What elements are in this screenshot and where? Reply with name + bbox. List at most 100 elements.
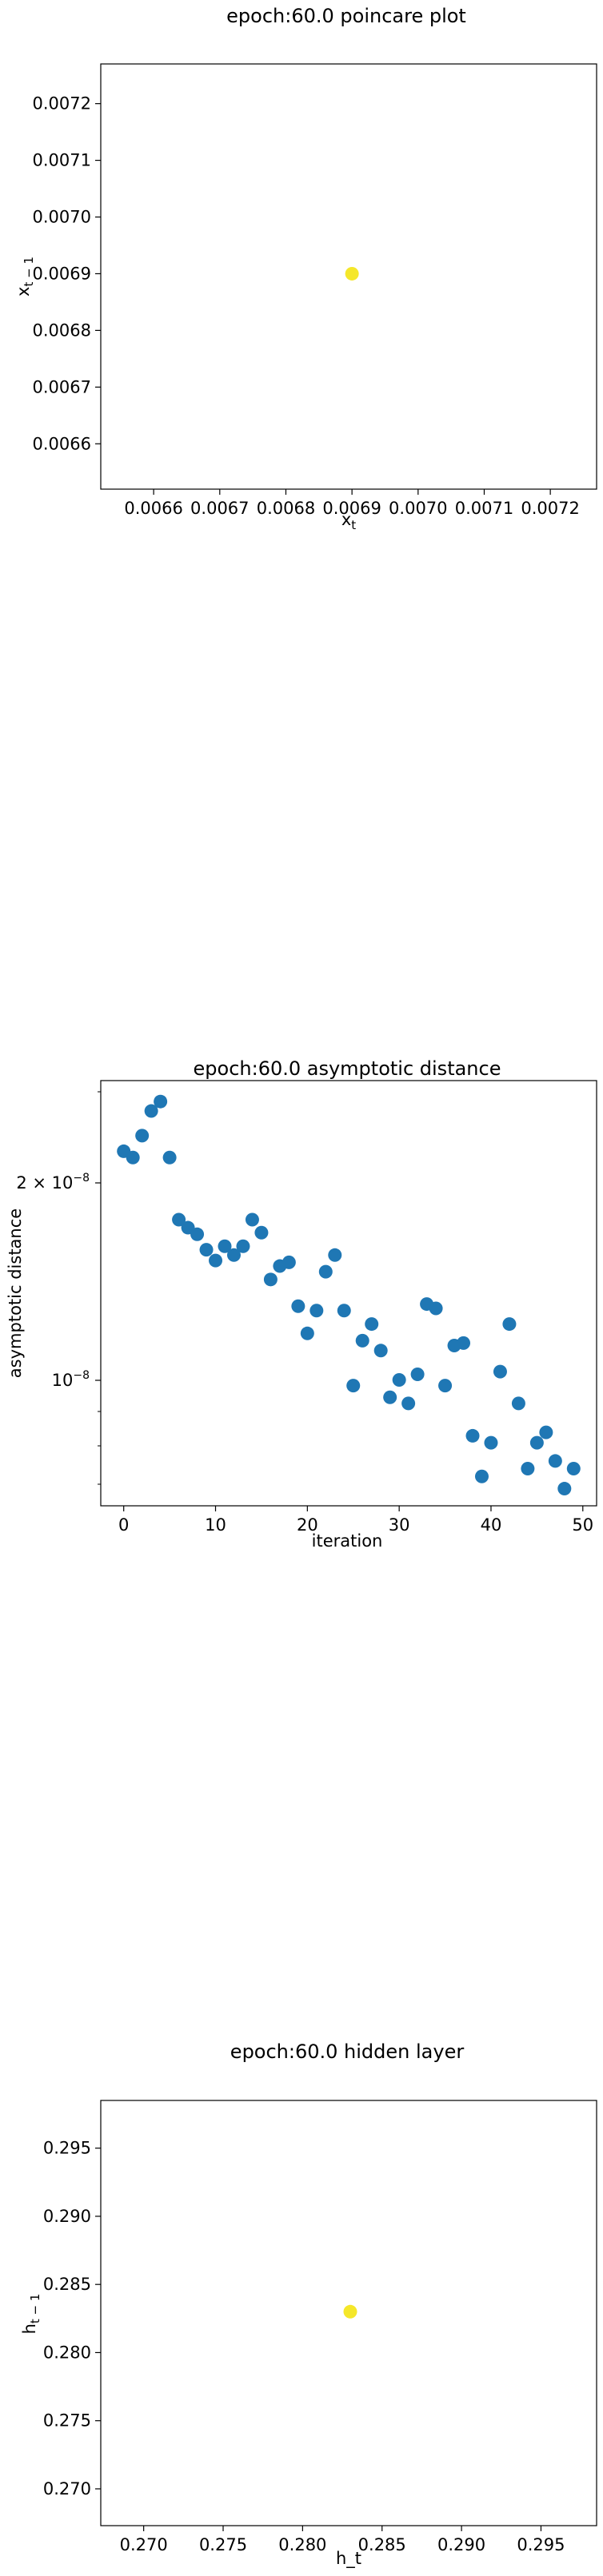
poincare-y-tick-label: 0.0071 bbox=[33, 151, 91, 170]
poincare-x-tick-label: 0.0070 bbox=[389, 499, 447, 518]
asymptotic-data-point bbox=[365, 1317, 379, 1332]
asymptotic-data-point bbox=[457, 1336, 471, 1350]
poincare-x-tick-label: 0.0072 bbox=[521, 499, 579, 518]
poincare-y-axis-label: xt − 1 bbox=[14, 257, 36, 297]
asymptotic-points bbox=[117, 1094, 581, 1496]
poincare-x-subscript: t bbox=[351, 518, 356, 532]
asymptotic-data-point bbox=[566, 1461, 581, 1475]
asymptotic-data-point bbox=[144, 1104, 158, 1118]
poincare-y-subscript: t − 1 bbox=[22, 257, 36, 287]
poincare-y-tick-label: 0.0070 bbox=[33, 208, 91, 227]
asymptotic-x-tick-label: 30 bbox=[389, 1515, 410, 1535]
hidden-y-tick-label: 0.285 bbox=[43, 2275, 91, 2294]
asymptotic-distance-frame bbox=[100, 1080, 597, 1507]
asymptotic-data-point bbox=[337, 1304, 351, 1318]
asymptotic-data-point bbox=[401, 1396, 416, 1411]
asymptotic-data-point bbox=[226, 1248, 241, 1262]
asymptotic-data-point bbox=[429, 1301, 443, 1316]
asymptotic-data-point bbox=[392, 1373, 406, 1388]
asymptotic-data-point bbox=[493, 1364, 507, 1379]
poincare-points bbox=[345, 266, 359, 281]
asymptotic-data-point bbox=[539, 1425, 553, 1439]
hidden-y-tick-label: 0.280 bbox=[43, 2343, 91, 2362]
asymptotic-data-point bbox=[328, 1248, 342, 1262]
asymptotic-data-point bbox=[263, 1272, 278, 1287]
poincare-x-tick-label: 0.0071 bbox=[455, 499, 513, 518]
asymptotic-y-ticks: 2 × 10−8 10−8 bbox=[16, 1091, 101, 1485]
asymptotic-x-tick-label: 20 bbox=[297, 1515, 318, 1535]
poincare-data-point bbox=[345, 266, 359, 281]
asymptotic-distance-chart: epoch:60.0 asymptotic distance 0 10 20 30 40… bbox=[6, 1057, 597, 1551]
asymptotic-data-point bbox=[383, 1390, 397, 1404]
asymptotic-data-point bbox=[548, 1454, 562, 1468]
asymptotic-data-point bbox=[355, 1333, 369, 1348]
poincare-y-tick-label: 0.0072 bbox=[33, 94, 91, 113]
poincare-y-tick-label: 0.0067 bbox=[33, 377, 91, 396]
poincare-plot-chart: epoch:60.0 poincare plot 0.0066 0.0067 0.0… bbox=[14, 5, 597, 532]
hidden-x-axis-label: h_t bbox=[336, 2549, 361, 2569]
asymptotic-data-point bbox=[465, 1428, 480, 1443]
poincare-x-tick-label: 0.0067 bbox=[190, 499, 249, 518]
asymptotic-x-tick-label: 0 bbox=[118, 1515, 129, 1535]
hidden-layer-title: epoch:60.0 hidden layer bbox=[230, 2040, 465, 2063]
poincare-plot-title: epoch:60.0 poincare plot bbox=[226, 5, 466, 27]
asymptotic-data-point bbox=[373, 1344, 388, 1358]
asymptotic-distance-title: epoch:60.0 asymptotic distance bbox=[194, 1057, 501, 1080]
poincare-plot-frame bbox=[100, 63, 597, 490]
asymptotic-data-point bbox=[254, 1225, 269, 1240]
asymptotic-data-point bbox=[309, 1304, 324, 1318]
hidden-y-subscript: t − 1 bbox=[28, 2294, 42, 2324]
poincare-x-tick-label: 0.0066 bbox=[124, 499, 182, 518]
hidden-x-tick-label: 0.285 bbox=[358, 2535, 406, 2554]
asymptotic-data-point bbox=[236, 1239, 250, 1253]
asymptotic-data-point bbox=[557, 1482, 572, 1496]
y-tick-2e-8-exponent: −8 bbox=[73, 1172, 90, 1184]
asymptotic-data-point bbox=[162, 1150, 177, 1165]
asymptotic-x-tick-label: 10 bbox=[205, 1515, 226, 1535]
poincare-y-ticks: 0.0066 0.0067 0.0068 0.0069 0.0070 0.0071 0.00… bbox=[33, 94, 101, 453]
asymptotic-data-point bbox=[218, 1239, 232, 1253]
hidden-y-tick-label: 0.270 bbox=[43, 2479, 91, 2498]
poincare-x-ticks: 0.0066 0.0067 0.0068 0.0069 0.0070 0.0071 0.00… bbox=[124, 489, 580, 518]
y-tick-label-1e-8: 10−8 bbox=[52, 1369, 90, 1390]
asymptotic-data-point bbox=[245, 1212, 259, 1227]
asymptotic-data-point bbox=[135, 1129, 150, 1143]
asymptotic-y-axis-label: asymptotic distance bbox=[6, 1208, 25, 1378]
y-tick-label-2e-8: 2 × 10−8 bbox=[16, 1172, 90, 1192]
poincare-y-tick-label: 0.0068 bbox=[33, 321, 91, 340]
hidden-y-tick-label: 0.275 bbox=[43, 2411, 91, 2431]
asymptotic-data-point bbox=[474, 1469, 489, 1483]
poincare-x-tick-label: 0.0068 bbox=[257, 499, 315, 518]
asymptotic-x-ticks: 0 10 20 30 40 50 bbox=[118, 1506, 593, 1535]
asymptotic-data-point bbox=[209, 1253, 223, 1268]
hidden-x-tick-label: 0.275 bbox=[199, 2535, 247, 2554]
asymptotic-data-point bbox=[521, 1461, 535, 1475]
asymptotic-x-axis-label: iteration bbox=[312, 1531, 383, 1551]
hidden-x-tick-label: 0.280 bbox=[278, 2535, 326, 2554]
asymptotic-data-point bbox=[529, 1435, 544, 1450]
hidden-y-tick-label: 0.295 bbox=[43, 2139, 91, 2158]
hidden-points bbox=[343, 2304, 357, 2319]
asymptotic-data-point bbox=[511, 1396, 525, 1411]
hidden-x-tick-label: 0.290 bbox=[437, 2535, 485, 2554]
asymptotic-data-point bbox=[190, 1227, 205, 1241]
y-tick-1e-8-exponent: −8 bbox=[73, 1369, 90, 1382]
hidden-layer-frame bbox=[100, 2100, 597, 2526]
poincare-y-tick-label: 0.0066 bbox=[33, 434, 91, 453]
asymptotic-data-point bbox=[410, 1368, 425, 1382]
poincare-x-tick-label: 0.0069 bbox=[322, 499, 381, 518]
hidden-x-tick-label: 0.295 bbox=[517, 2535, 565, 2554]
asymptotic-data-point bbox=[438, 1379, 453, 1393]
asymptotic-data-point bbox=[484, 1435, 498, 1450]
asymptotic-data-point bbox=[300, 1326, 314, 1340]
asymptotic-data-point bbox=[282, 1255, 296, 1269]
hidden-y-axis-label: ht − 1 bbox=[20, 2294, 42, 2335]
asymptotic-data-point bbox=[502, 1317, 517, 1332]
hidden-y-tick-label: 0.290 bbox=[43, 2207, 91, 2226]
asymptotic-data-point bbox=[172, 1212, 186, 1227]
asymptotic-data-point bbox=[154, 1094, 168, 1109]
hidden-y-ticks: 0.270 0.275 0.280 0.285 0.290 0.295 bbox=[43, 2139, 101, 2498]
hidden-x-tick-label: 0.270 bbox=[120, 2535, 168, 2554]
hidden-x-ticks: 0.270 0.275 0.280 0.285 0.290 0.295 bbox=[120, 2526, 565, 2554]
